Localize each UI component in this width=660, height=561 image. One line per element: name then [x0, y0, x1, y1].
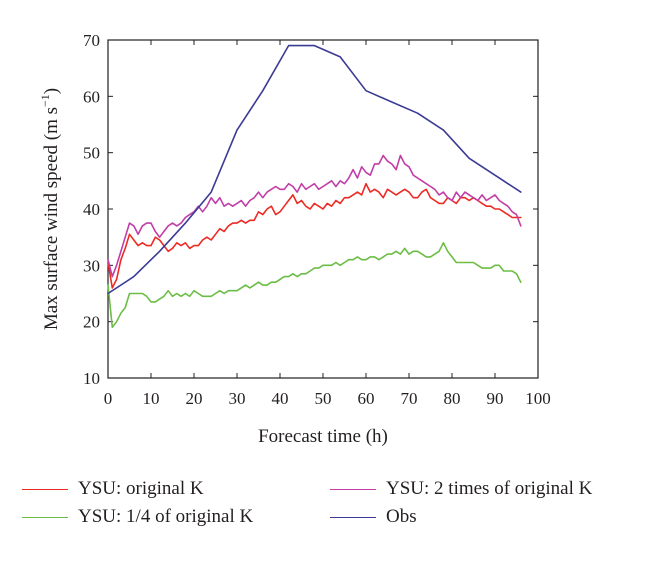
x-tick-label-100: 100: [525, 389, 551, 408]
x-tick-label-10: 10: [143, 389, 160, 408]
y-tick-label-30: 30: [83, 256, 100, 275]
x-tick-label-80: 80: [444, 389, 461, 408]
series-line-1: [107, 154, 522, 278]
x-tick-label-60: 60: [358, 389, 375, 408]
series-group: [107, 44, 522, 329]
x-tick-label-20: 20: [186, 389, 203, 408]
x-tick-label-40: 40: [272, 389, 289, 408]
y-axis-title: Max surface wind speed (m s−1): [38, 88, 62, 330]
y-tick-label-40: 40: [83, 200, 100, 219]
y-axis-title-sup: −1: [38, 94, 52, 107]
x-tick-label-50: 50: [315, 389, 332, 408]
y-tick-label-70: 70: [83, 31, 100, 50]
x-tick-label-70: 70: [401, 389, 418, 408]
y-tick-label-10: 10: [83, 369, 100, 388]
x-tick-label-0: 0: [104, 389, 113, 408]
y-tick-label-20: 20: [83, 313, 100, 332]
x-tick-label-30: 30: [229, 389, 246, 408]
series-line-2: [107, 242, 522, 329]
y-axis-title-main: Max surface wind speed (m s: [41, 107, 62, 330]
series-line-3: [107, 44, 522, 295]
y-tick-label-50: 50: [83, 144, 100, 163]
y-axis-title-close: ): [41, 88, 62, 94]
x-axis-title: Forecast time (h): [258, 426, 388, 447]
y-tick-label-60: 60: [83, 87, 100, 106]
x-tick-label-90: 90: [487, 389, 504, 408]
